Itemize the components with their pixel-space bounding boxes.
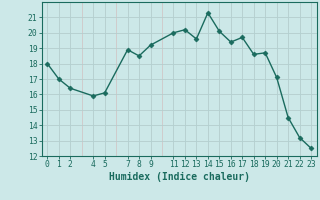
X-axis label: Humidex (Indice chaleur): Humidex (Indice chaleur) [109,172,250,182]
